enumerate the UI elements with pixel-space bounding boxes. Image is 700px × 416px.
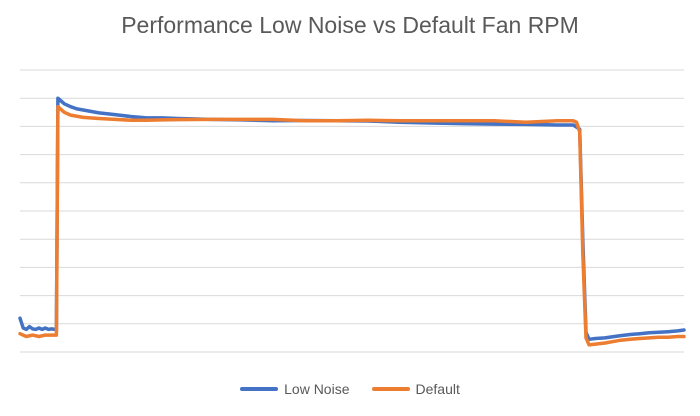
series-line-default (18, 104, 686, 347)
legend: Low Noise Default (0, 381, 700, 397)
legend-swatch-low-noise (240, 387, 279, 391)
series-layer (18, 96, 686, 347)
legend-item-low-noise: Low Noise (240, 381, 350, 397)
legend-item-default: Default (371, 381, 460, 397)
legend-swatch-default (371, 387, 410, 391)
legend-label-low-noise: Low Noise (284, 381, 350, 397)
legend-label-default: Default (415, 381, 460, 397)
gridlines (20, 69, 684, 353)
chart-title: Performance Low Noise vs Default Fan RPM (121, 12, 579, 38)
